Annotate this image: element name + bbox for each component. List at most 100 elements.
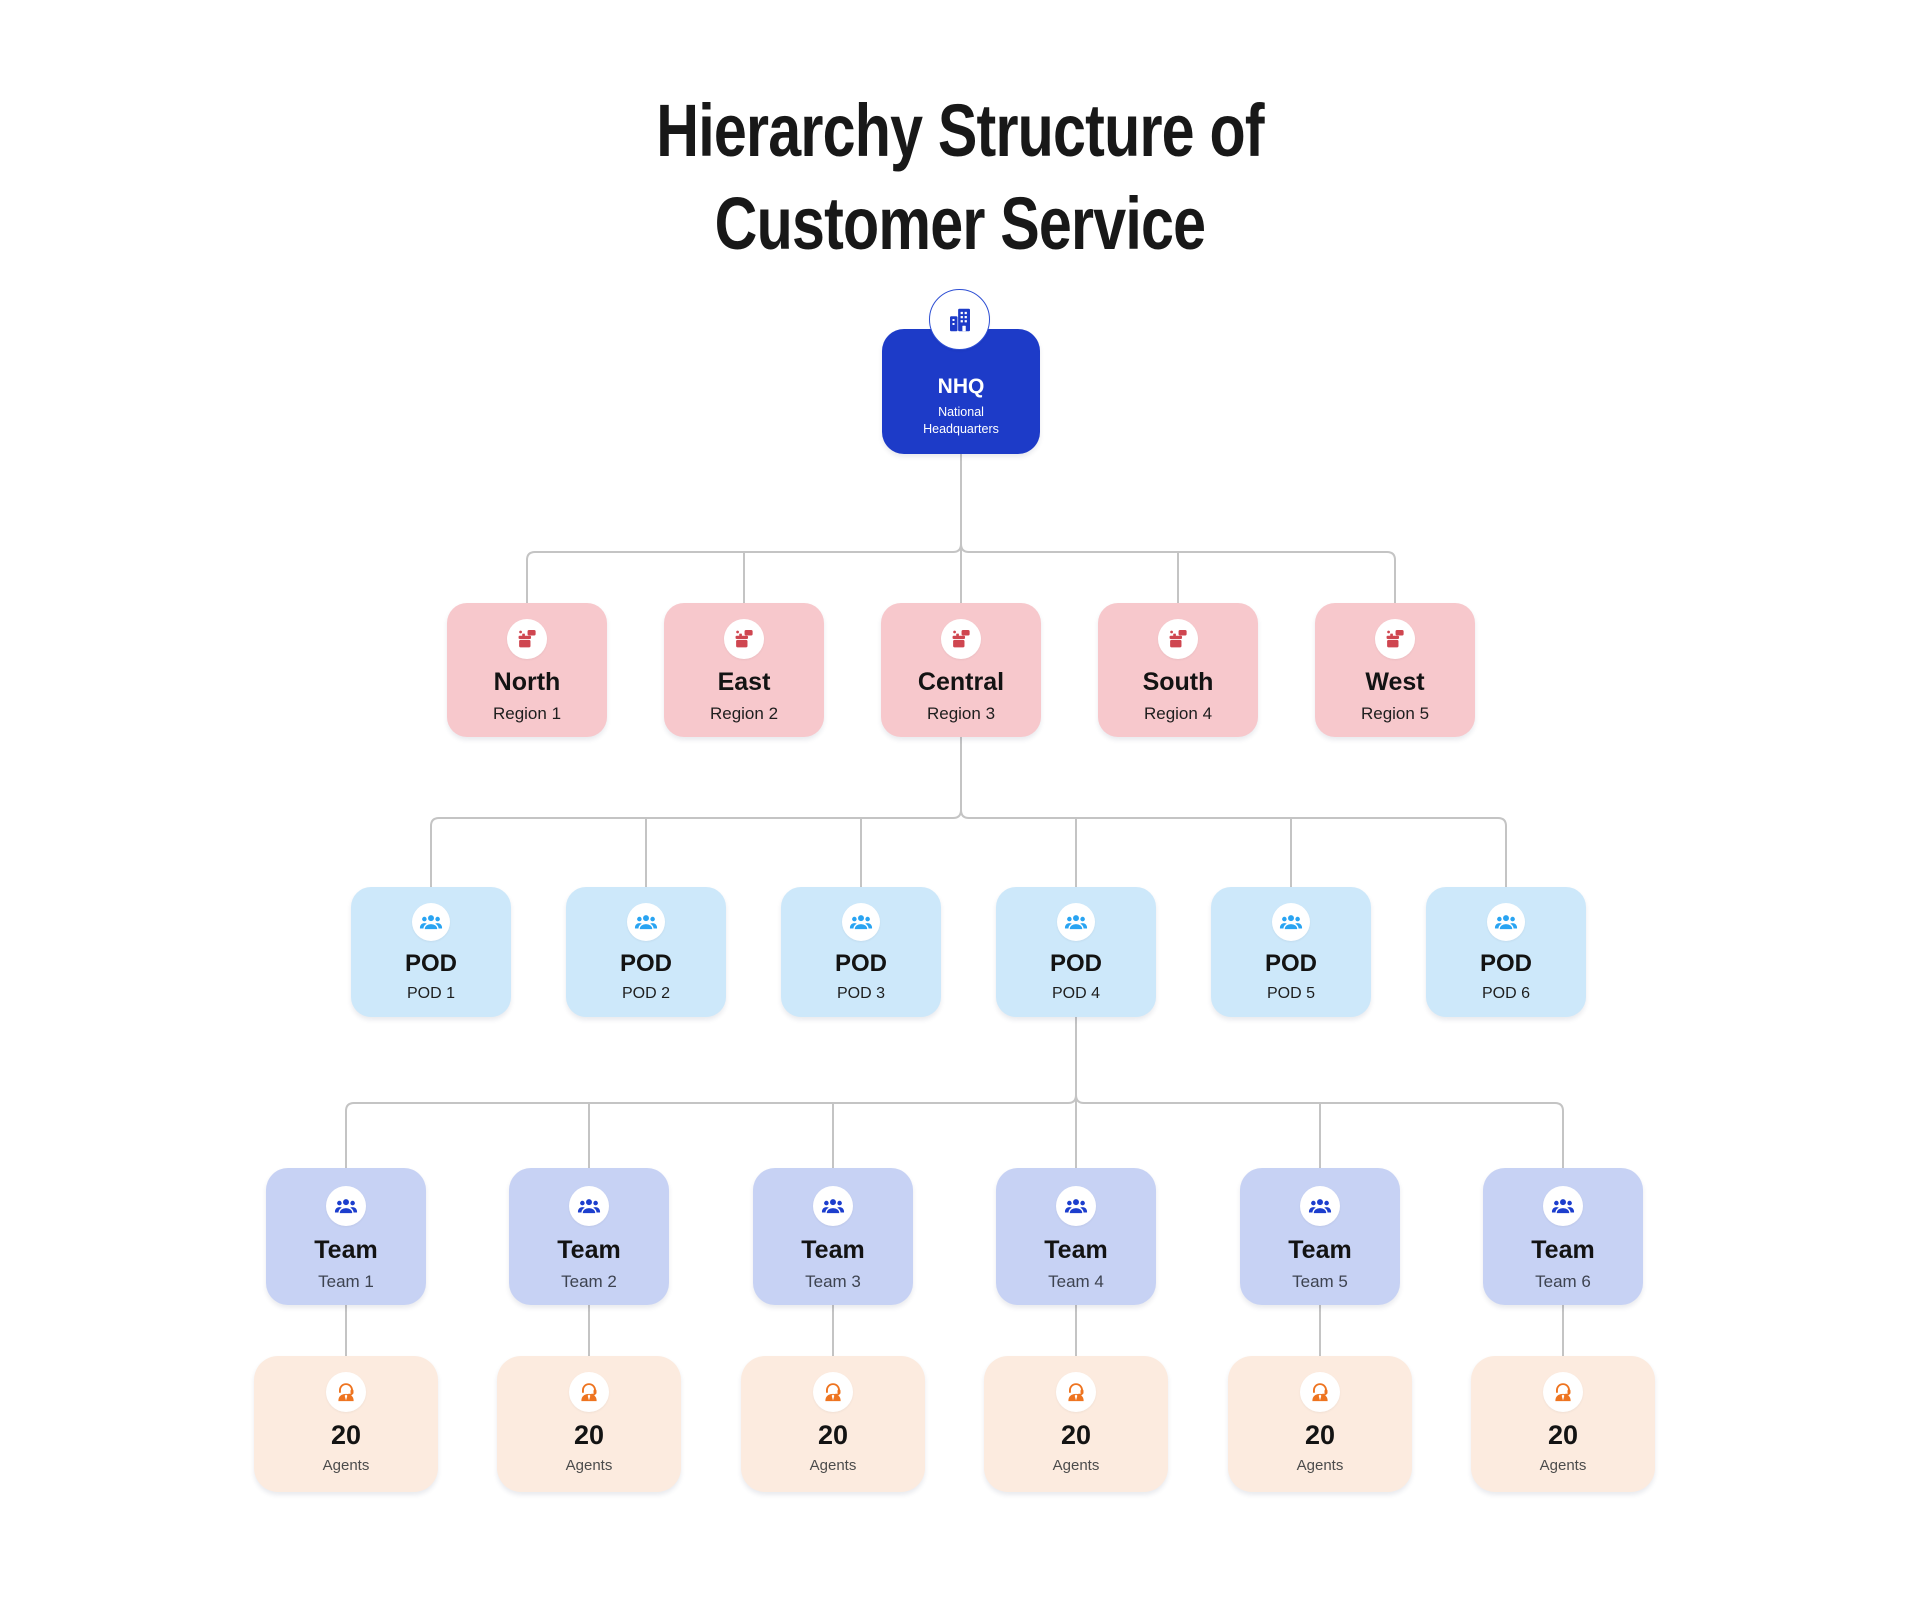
support-agent-icon <box>1300 1372 1340 1412</box>
agents-count: 20 <box>573 1420 605 1450</box>
pod-sublabel: POD 2 <box>621 985 670 1002</box>
people-group-icon <box>412 903 450 941</box>
team-node-4: Team Team 4 <box>996 1168 1156 1305</box>
team-sublabel: Team 5 <box>1292 1272 1348 1291</box>
team-label: Team <box>557 1236 621 1264</box>
page-title: Hierarchy Structure of Customer Service <box>192 84 1728 270</box>
region-label: West <box>1365 668 1425 696</box>
agents-sublabel: Agents <box>565 1457 613 1474</box>
agents-count: 20 <box>1060 1420 1092 1450</box>
people-group-icon <box>1300 1186 1340 1226</box>
people-group-icon <box>842 903 880 941</box>
agents-node-5: 20 Agents <box>1228 1356 1412 1492</box>
pod-node-4: POD POD 4 <box>996 887 1156 1017</box>
support-agent-icon <box>569 1372 609 1412</box>
team-node-6: Team Team 6 <box>1483 1168 1643 1305</box>
team-label: Team <box>1288 1236 1352 1264</box>
pod-label: POD <box>1479 950 1532 977</box>
region-node-south: South Region 4 <box>1098 603 1258 737</box>
nhq-label: NHQ <box>937 375 985 398</box>
agents-sublabel: Agents <box>1539 1457 1587 1474</box>
region-sublabel: Region 1 <box>492 704 562 723</box>
team-label: Team <box>1531 1236 1595 1264</box>
team-node-2: Team Team 2 <box>509 1168 669 1305</box>
agents-node-4: 20 Agents <box>984 1356 1168 1492</box>
team-node-5: Team Team 5 <box>1240 1168 1400 1305</box>
pod-label: POD <box>834 950 887 977</box>
region-sublabel: Region 3 <box>926 704 996 723</box>
people-group-icon <box>1543 1186 1583 1226</box>
team-sublabel: Team 2 <box>561 1272 617 1291</box>
pod-sublabel: POD 6 <box>1481 985 1530 1002</box>
support-agent-icon <box>813 1372 853 1412</box>
people-group-icon <box>813 1186 853 1226</box>
pod-sublabel: POD 3 <box>836 985 885 1002</box>
people-group-icon <box>1272 903 1310 941</box>
agents-count: 20 <box>1304 1420 1336 1450</box>
agents-node-3: 20 Agents <box>741 1356 925 1492</box>
team-node-3: Team Team 3 <box>753 1168 913 1305</box>
front-desk-icon <box>941 619 981 659</box>
nhq-sublabel: National Headquarters <box>923 405 999 436</box>
agents-count: 20 <box>330 1420 362 1450</box>
pod-label: POD <box>1264 950 1317 977</box>
team-sublabel: Team 3 <box>805 1272 861 1291</box>
people-group-icon <box>1057 903 1095 941</box>
page-title-line1: Hierarchy Structure of <box>656 89 1264 172</box>
agents-sublabel: Agents <box>1296 1457 1344 1474</box>
support-agent-icon <box>1543 1372 1583 1412</box>
region-label: Central <box>917 668 1005 696</box>
region-sublabel: Region 5 <box>1360 704 1430 723</box>
team-node-1: Team Team 1 <box>266 1168 426 1305</box>
people-group-icon <box>326 1186 366 1226</box>
region-node-west: West Region 5 <box>1315 603 1475 737</box>
pod-sublabel: POD 4 <box>1051 985 1100 1002</box>
team-label: Team <box>801 1236 865 1264</box>
front-desk-icon <box>1375 619 1415 659</box>
team-sublabel: Team 4 <box>1048 1272 1104 1291</box>
people-group-icon <box>569 1186 609 1226</box>
people-group-icon <box>627 903 665 941</box>
region-label: East <box>717 668 771 696</box>
region-node-central: Central Region 3 <box>881 603 1041 737</box>
team-sublabel: Team 6 <box>1535 1272 1591 1291</box>
agents-sublabel: Agents <box>1052 1457 1100 1474</box>
pod-label: POD <box>619 950 672 977</box>
pod-sublabel: POD 5 <box>1266 985 1315 1002</box>
agents-count: 20 <box>817 1420 849 1450</box>
front-desk-icon <box>507 619 547 659</box>
team-label: Team <box>314 1236 378 1264</box>
front-desk-icon <box>1158 619 1198 659</box>
pod-node-5: POD POD 5 <box>1211 887 1371 1017</box>
agents-sublabel: Agents <box>809 1457 857 1474</box>
region-node-east: East Region 2 <box>664 603 824 737</box>
pod-sublabel: POD 1 <box>406 985 455 1002</box>
support-agent-icon <box>1056 1372 1096 1412</box>
pod-label: POD <box>404 950 457 977</box>
region-label: South <box>1142 668 1214 696</box>
pod-label: POD <box>1049 950 1102 977</box>
page-title-line2: Customer Service <box>714 182 1206 265</box>
pod-node-6: POD POD 6 <box>1426 887 1586 1017</box>
agents-node-1: 20 Agents <box>254 1356 438 1492</box>
support-agent-icon <box>326 1372 366 1412</box>
region-sublabel: Region 2 <box>709 704 779 723</box>
region-label: North <box>493 668 561 696</box>
building-icon <box>929 289 990 350</box>
team-label: Team <box>1044 1236 1108 1264</box>
front-desk-icon <box>724 619 764 659</box>
agents-count: 20 <box>1547 1420 1579 1450</box>
agents-sublabel: Agents <box>322 1457 370 1474</box>
pod-node-2: POD POD 2 <box>566 887 726 1017</box>
nhq-node: NHQ National Headquarters <box>882 289 1040 454</box>
people-group-icon <box>1487 903 1525 941</box>
agents-node-6: 20 Agents <box>1471 1356 1655 1492</box>
agents-node-2: 20 Agents <box>497 1356 681 1492</box>
pod-node-1: POD POD 1 <box>351 887 511 1017</box>
region-node-north: North Region 1 <box>447 603 607 737</box>
region-sublabel: Region 4 <box>1143 704 1213 723</box>
people-group-icon <box>1056 1186 1096 1226</box>
pod-node-3: POD POD 3 <box>781 887 941 1017</box>
